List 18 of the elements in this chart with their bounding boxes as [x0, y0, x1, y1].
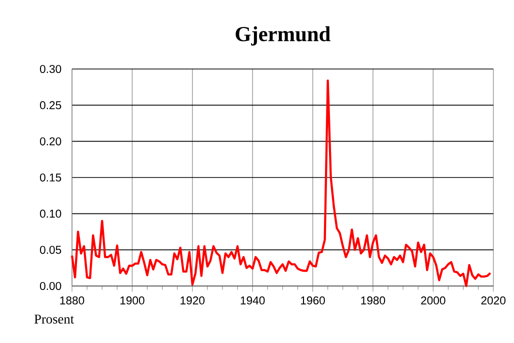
y-tick-label: 0.15 — [40, 173, 62, 182]
y-tick-label: 0.20 — [40, 137, 62, 146]
y-tick-label: 0.30 — [40, 64, 62, 74]
y-axis-title: Prosent — [34, 314, 74, 324]
x-tick-label: 1960 — [301, 296, 325, 304]
x-tick-label: 2000 — [421, 296, 446, 304]
y-tick-label: 0.00 — [40, 282, 62, 290]
x-tick-label: 2020 — [481, 296, 506, 304]
x-tick-label: 1900 — [120, 296, 144, 304]
chart-title: Gjermund — [236, 26, 330, 46]
x-tick-label: 1920 — [180, 296, 205, 304]
x-tick-label: 1880 — [60, 296, 84, 304]
y-tick-label: 0.05 — [40, 246, 62, 254]
y-tick-label: 0.25 — [40, 101, 62, 110]
y-tick-label: 0.10 — [40, 210, 62, 218]
line-series — [70, 80, 492, 288]
x-tick-label: 1940 — [240, 296, 265, 304]
x-tick-label: 1980 — [361, 296, 386, 304]
